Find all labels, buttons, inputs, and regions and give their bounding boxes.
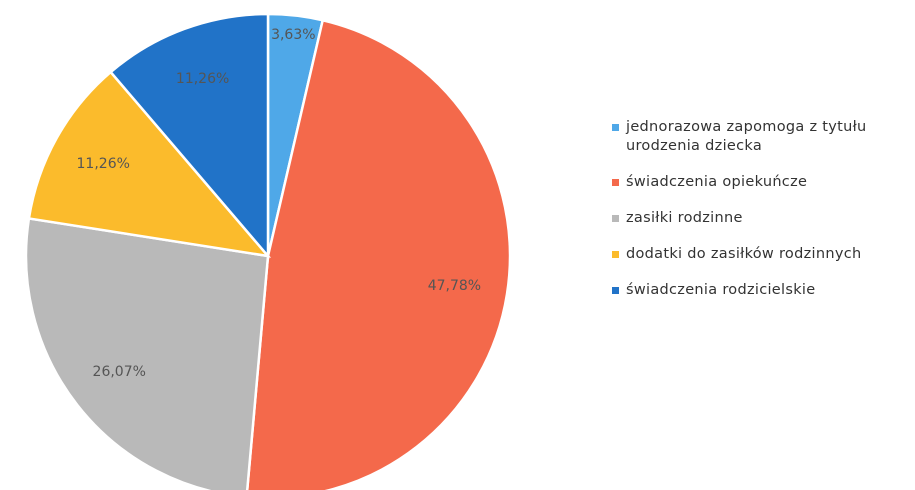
- legend-item: zasiłki rodzinne: [612, 209, 912, 228]
- legend-item: jednorazowa zapomoga z tytułu urodzenia …: [612, 118, 912, 156]
- data-label: 11,26%: [176, 71, 229, 87]
- legend-label: świadczenia rodzicielskie: [626, 282, 816, 298]
- data-label: 11,26%: [77, 156, 130, 172]
- data-label: 26,07%: [93, 364, 146, 380]
- legend-swatch: [612, 124, 619, 131]
- legend-label: dodatki do zasiłków rodzinnych: [626, 246, 862, 262]
- legend-item: dodatki do zasiłków rodzinnych: [612, 245, 912, 264]
- legend-label: świadczenia opiekuńcze: [626, 174, 808, 190]
- legend-label: zasiłki rodzinne: [626, 210, 743, 226]
- legend: jednorazowa zapomoga z tytułu urodzenia …: [612, 118, 912, 317]
- legend-item: świadczenia rodzicielskie: [612, 281, 912, 300]
- legend-swatch: [612, 179, 619, 186]
- pie-slice: [108, 12, 270, 260]
- legend-swatch: [612, 251, 619, 258]
- legend-swatch: [612, 287, 619, 294]
- pie-slice: [27, 70, 272, 258]
- pie-slice: [245, 18, 512, 490]
- data-label: 47,78%: [428, 278, 481, 294]
- pie-slice: [24, 217, 270, 490]
- data-label: 3,63%: [271, 27, 315, 43]
- legend-label: jednorazowa zapomoga z tytułu urodzenia …: [626, 119, 867, 154]
- legend-item: świadczenia opiekuńcze: [612, 173, 912, 192]
- legend-swatch: [612, 215, 619, 222]
